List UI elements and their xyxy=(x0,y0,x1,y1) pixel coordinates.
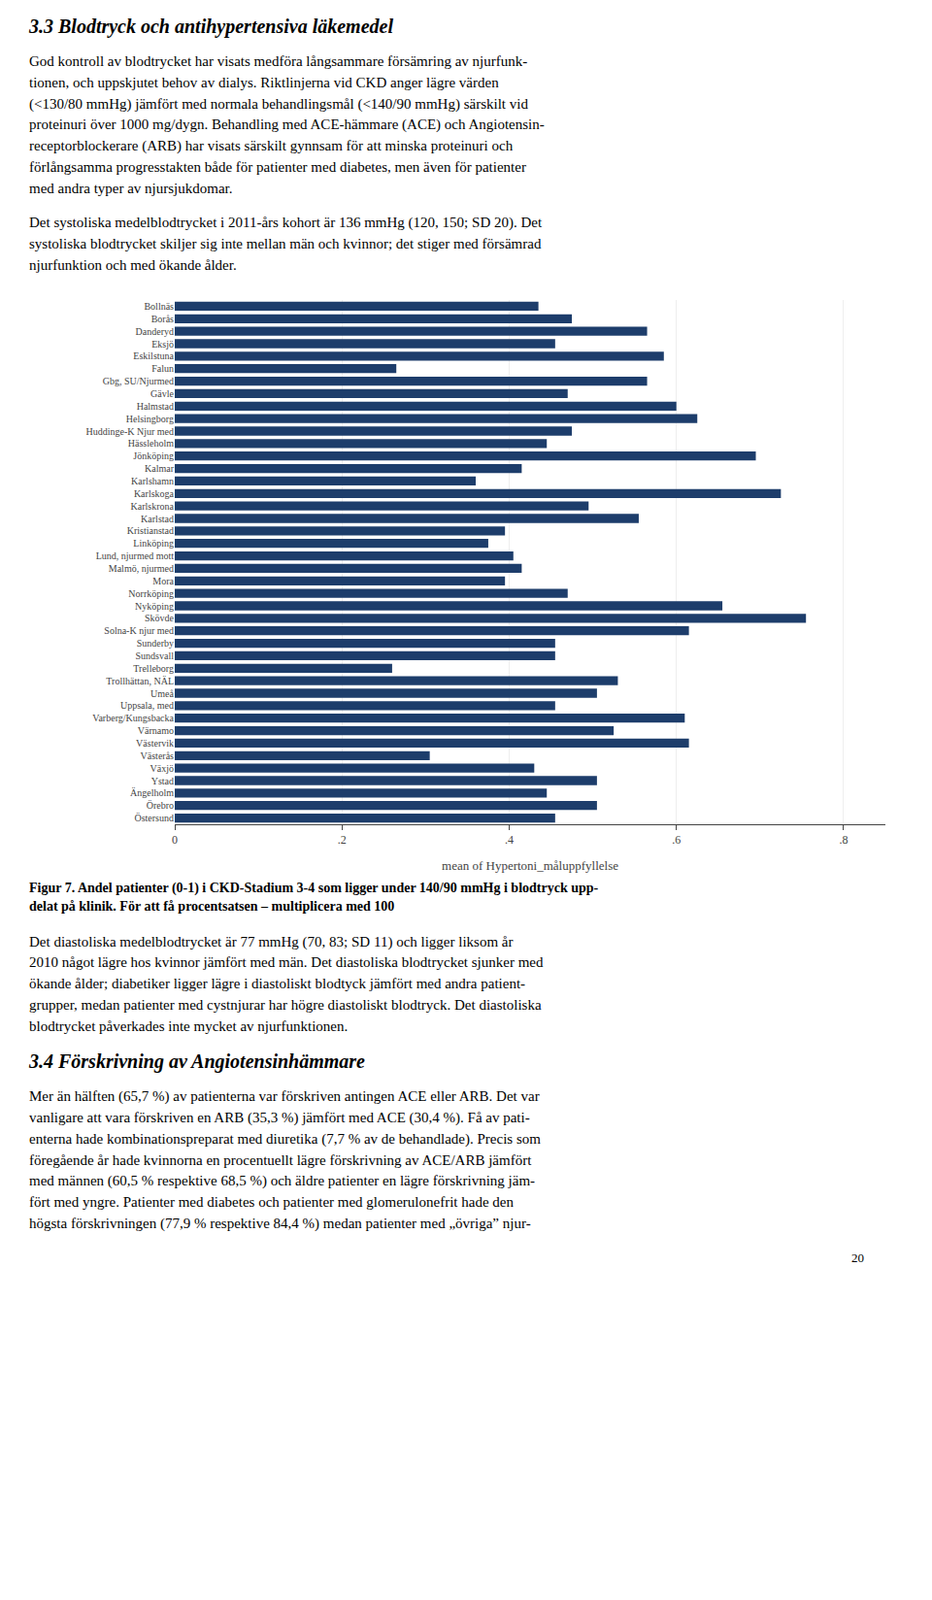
svg-text:Kristianstad: Kristianstad xyxy=(127,525,174,536)
html-text:20: 20 xyxy=(851,1250,865,1265)
svg-text:mean of Hypertoni_måluppfyllel: mean of Hypertoni_måluppfyllelse xyxy=(441,858,619,873)
svg-text:Skövde: Skövde xyxy=(144,612,175,624)
svg-text:Östersund: Östersund xyxy=(133,812,174,824)
svg-text:.2: .2 xyxy=(337,832,347,847)
svg-text:.6: .6 xyxy=(671,832,681,847)
svg-text:Ystad: Ystad xyxy=(151,774,174,786)
html-text:3.3 Blodtryck och antihyperten: 3.3 Blodtryck och antihypertensiva läkem… xyxy=(29,15,394,37)
svg-text:Linköping: Linköping xyxy=(133,537,174,549)
svg-text:Växjö: Växjö xyxy=(150,762,174,773)
svg-text:Karlskoga: Karlskoga xyxy=(133,487,175,499)
svg-text:Uppsala, med: Uppsala, med xyxy=(120,699,174,711)
svg-text:Jönköping: Jönköping xyxy=(133,450,174,462)
svg-text:Trelleborg: Trelleborg xyxy=(133,662,174,673)
svg-text:Danderyd: Danderyd xyxy=(135,325,174,336)
svg-text:Ängelholm: Ängelholm xyxy=(130,787,174,799)
svg-text:Solna-K njur med: Solna-K njur med xyxy=(103,625,174,636)
svg-text:Eskilstuna: Eskilstuna xyxy=(133,350,174,362)
svg-text:Trollhättan, NÄL: Trollhättan, NÄL xyxy=(105,674,174,686)
svg-text:Eksjö: Eksjö xyxy=(151,337,174,349)
svg-text:Helsingborg: Helsingborg xyxy=(126,412,174,424)
svg-text:Hässleholm: Hässleholm xyxy=(128,437,174,449)
html-text:Det systoliska medelblodtrycke: Det systoliska medelblodtrycket i 2011-å… xyxy=(29,214,542,273)
html-text:God kontroll av blodtrycket ha: God kontroll av blodtrycket har visats m… xyxy=(29,53,545,196)
svg-text:Malmö, njurmed: Malmö, njurmed xyxy=(108,562,174,573)
svg-text:Örebro: Örebro xyxy=(146,799,174,811)
html-text:Mer än hälften (65,7 %) av pat: Mer än hälften (65,7 %) av patienterna v… xyxy=(29,1088,541,1231)
svg-text:Sundsvall: Sundsvall xyxy=(135,649,175,661)
svg-text:Kalmar: Kalmar xyxy=(144,463,175,474)
svg-text:Umeå: Umeå xyxy=(150,687,174,699)
svg-text:Värnamo: Värnamo xyxy=(137,725,174,736)
svg-text:.8: .8 xyxy=(838,832,848,847)
svg-text:Borås: Borås xyxy=(151,312,174,324)
svg-text:0: 0 xyxy=(171,832,178,847)
html-text:3.4 Förskrivning av Angiotensi: 3.4 Förskrivning av Angiotensinhämmare xyxy=(29,1050,366,1073)
svg-text:Norrköping: Norrköping xyxy=(128,587,174,599)
html-text:Det diastoliska medelblodtryck: Det diastoliska medelblodtrycket är 77 m… xyxy=(29,933,544,1034)
svg-text:Halmstad: Halmstad xyxy=(136,399,174,411)
svg-text:Mora: Mora xyxy=(152,574,174,586)
html-text:Figur 7. Andel patienter (0-1): Figur 7. Andel patienter (0-1) i CKD-Sta… xyxy=(29,880,599,914)
svg-text:Gbg, SU/Njurmed: Gbg, SU/Njurmed xyxy=(102,375,174,387)
svg-text:Varberg/Kungsbacka: Varberg/Kungsbacka xyxy=(92,712,174,724)
svg-text:Karlstad: Karlstad xyxy=(140,512,174,524)
svg-text:Huddinge-K Njur med: Huddinge-K Njur med xyxy=(85,425,174,436)
svg-text:Karlskrona: Karlskrona xyxy=(131,499,175,511)
svg-text:Västerås: Västerås xyxy=(140,749,175,761)
svg-text:Falun: Falun xyxy=(151,363,174,374)
svg-text:.4: .4 xyxy=(504,832,514,847)
svg-text:Karlshamn: Karlshamn xyxy=(131,474,174,486)
svg-text:Västervik: Västervik xyxy=(135,736,174,748)
svg-text:Gävle: Gävle xyxy=(150,387,174,399)
svg-text:Bollnäs: Bollnäs xyxy=(143,299,174,311)
svg-text:Nyköping: Nyköping xyxy=(134,599,174,611)
svg-text:Lund, njurmed mott: Lund, njurmed mott xyxy=(96,550,174,562)
svg-text:Sunderby: Sunderby xyxy=(136,637,174,649)
